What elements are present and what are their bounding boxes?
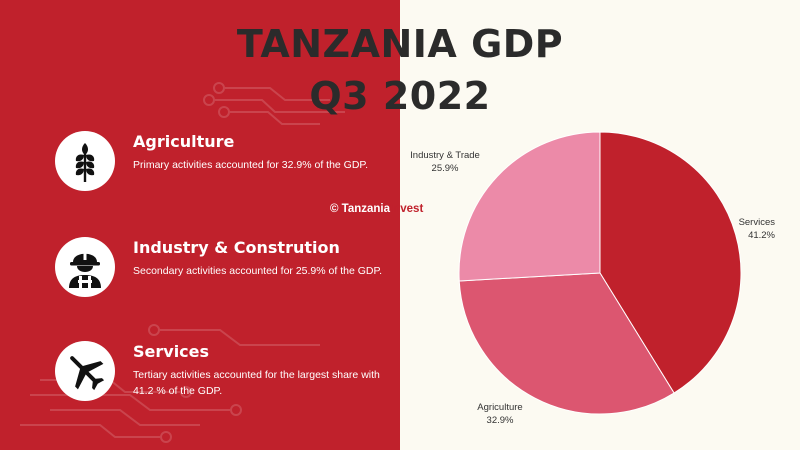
pie-label-name: Industry & Trade (410, 150, 480, 161)
industry-heading: Industry & Constrution (133, 238, 340, 257)
pie-label-name: Agriculture (477, 402, 522, 413)
pie-label-name: Services (739, 217, 776, 228)
pie-slice-agriculture (458, 272, 675, 415)
wheat-icon (55, 131, 115, 191)
pie-slice-industry-trade (458, 131, 601, 282)
title-line-2: Q3 2022 (309, 74, 491, 118)
agriculture-description: Primary activities accounted for 32.9% o… (133, 159, 368, 171)
title-line-1: TANZANIA GDP (236, 22, 564, 66)
copyright-text: © TanzaniaInvest (330, 203, 423, 215)
pie-label-value: 41.2% (748, 230, 775, 241)
pie-chart: Services 41.2% Agriculture 32.9% Industry & … (410, 131, 776, 426)
airplane-icon (55, 341, 115, 401)
agriculture-heading: Agriculture (133, 132, 235, 151)
services-heading: Services (133, 342, 210, 361)
worker-hardhat-icon (55, 237, 115, 297)
pie-label-value: 25.9% (432, 163, 459, 174)
copyright-prefix: © Tanzania (330, 203, 391, 215)
pie-slice-services (599, 131, 742, 394)
pie-label-value: 32.9% (487, 415, 514, 426)
services-description: Tertiary activities accounted for the la… (133, 369, 380, 397)
copyright-suffix: Invest (390, 203, 424, 215)
industry-description: Secondary activities accounted for 25.9%… (133, 265, 383, 277)
